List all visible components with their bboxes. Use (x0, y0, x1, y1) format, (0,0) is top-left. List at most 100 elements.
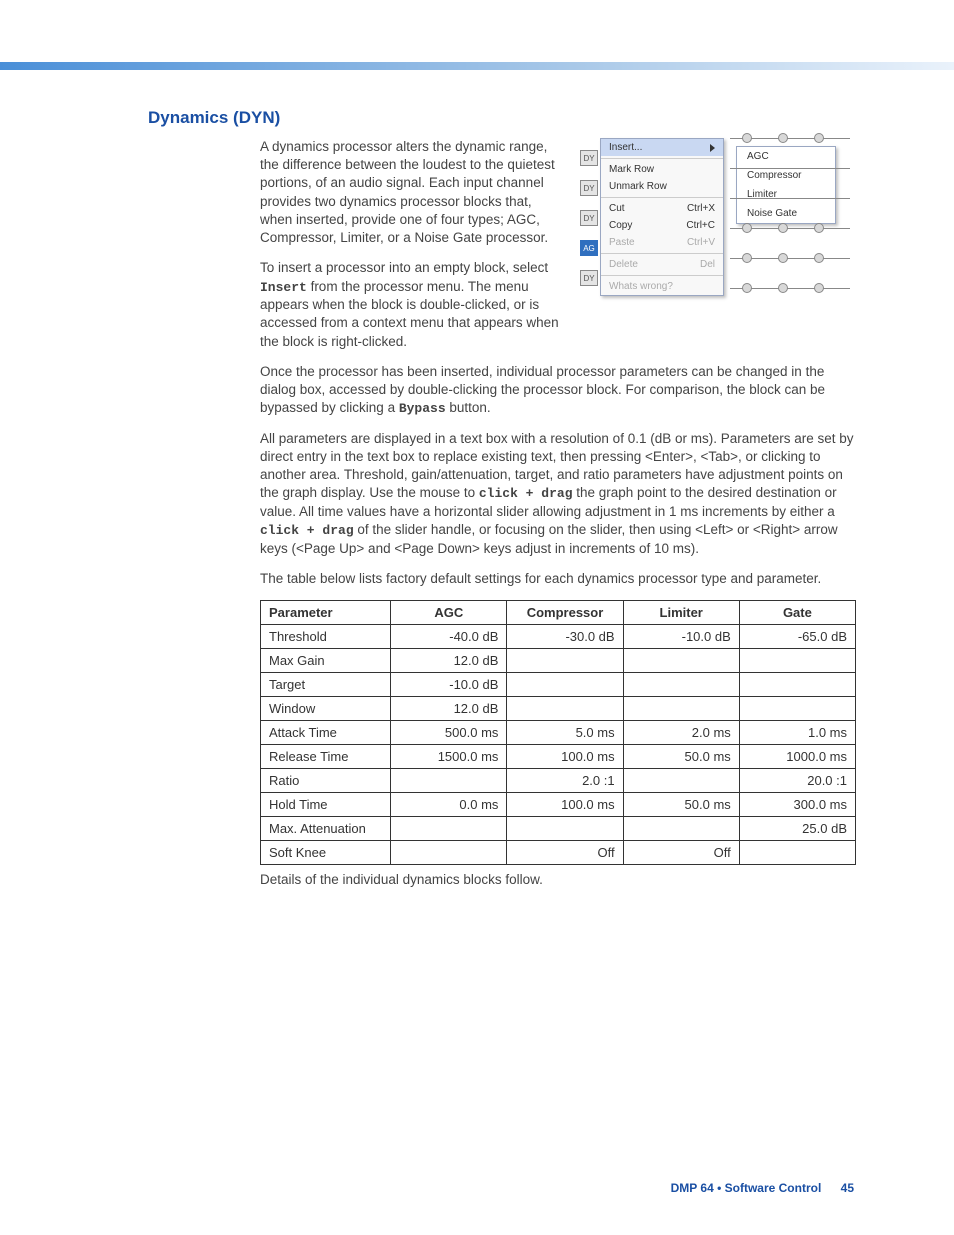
table-header: Limiter (623, 601, 739, 625)
context-menu-item[interactable]: Delete Del (601, 256, 723, 273)
table-cell-param: Max. Attenuation (261, 817, 391, 841)
paragraph-5: The table below lists factory default se… (260, 570, 856, 588)
table-cell-value (507, 817, 623, 841)
context-menu-item[interactable]: Whats wrong? (601, 278, 723, 295)
table-cell-value: -10.0 dB (623, 625, 739, 649)
table-header: AGC (391, 601, 507, 625)
context-menu-item[interactable]: CopyCtrl+C (601, 217, 723, 234)
menu-separator (601, 275, 723, 276)
table-row: Window12.0 dB (261, 697, 856, 721)
signal-connectors (730, 132, 860, 302)
table-cell-value: 1.0 ms (739, 721, 855, 745)
page-footer: DMP 64 • Software Control 45 (671, 1181, 854, 1195)
table-cell-value: -30.0 dB (507, 625, 623, 649)
paragraph-4: All parameters are displayed in a text b… (260, 430, 856, 558)
context-menu-item-label: Paste (609, 237, 635, 248)
table-cell-value (623, 817, 739, 841)
table-cell-param: Soft Knee (261, 841, 391, 865)
click-drag-2: click + drag (260, 523, 354, 538)
table-cell-value: -65.0 dB (739, 625, 855, 649)
table-cell-param: Ratio (261, 769, 391, 793)
body-remainder: Once the processor has been inserted, in… (260, 363, 856, 890)
table-cell-value: Off (507, 841, 623, 865)
table-cell-value (507, 697, 623, 721)
table-cell-value (391, 841, 507, 865)
table-cell-value: -10.0 dB (391, 673, 507, 697)
processor-block: DY (580, 210, 598, 226)
section-heading: Dynamics (DYN) (148, 108, 856, 128)
table-cell-value: 50.0 ms (623, 793, 739, 817)
table-header: Gate (739, 601, 855, 625)
context-menu-shortcut: Ctrl+X (687, 203, 715, 214)
context-menu-item[interactable]: Paste Ctrl+V (601, 234, 723, 251)
table-cell-value: 2.0 :1 (507, 769, 623, 793)
paragraph-6: Details of the individual dynamics block… (260, 871, 856, 889)
context-menu-item-label: Unmark Row (609, 181, 667, 192)
table-cell-value (739, 841, 855, 865)
page-content: Dynamics (DYN) DYDYDYAGDY Insert...Mark … (148, 108, 856, 901)
table-cell-value (739, 649, 855, 673)
table-cell-param: Attack Time (261, 721, 391, 745)
context-menu-item-label: Insert... (609, 142, 642, 153)
table-row: Max Gain12.0 dB (261, 649, 856, 673)
menu-separator (601, 158, 723, 159)
bypass-mono: Bypass (399, 401, 446, 416)
table-cell-value (623, 649, 739, 673)
table-cell-value (623, 769, 739, 793)
context-menu-item[interactable]: Insert... (601, 139, 723, 156)
processor-block: DY (580, 270, 598, 286)
table-cell-value: 1500.0 ms (391, 745, 507, 769)
table-cell-value (507, 649, 623, 673)
context-menu-shortcut: Ctrl+V (687, 237, 715, 248)
context-menu-shortcut: Ctrl+C (686, 220, 715, 231)
table-cell-param: Release Time (261, 745, 391, 769)
context-menu-item-label: Mark Row (609, 164, 654, 175)
processor-block: DY (580, 150, 598, 166)
table-row: Threshold-40.0 dB-30.0 dB-10.0 dB-65.0 d… (261, 625, 856, 649)
table-header: Compressor (507, 601, 623, 625)
table-cell-value: 12.0 dB (391, 697, 507, 721)
intro-body: DYDYDYAGDY Insert...Mark RowUnmark RowCu… (260, 138, 856, 363)
table-cell-value (739, 697, 855, 721)
table-cell-value (623, 697, 739, 721)
submenu-arrow-icon (710, 144, 715, 152)
menu-separator (601, 253, 723, 254)
table-cell-value: 2.0 ms (623, 721, 739, 745)
table-cell-value: 25.0 dB (739, 817, 855, 841)
table-cell-value: Off (623, 841, 739, 865)
table-cell-value: 300.0 ms (739, 793, 855, 817)
table-header: Parameter (261, 601, 391, 625)
table-cell-value: 1000.0 ms (739, 745, 855, 769)
table-cell-value (391, 817, 507, 841)
processor-block: AG (580, 240, 598, 256)
table-cell-value: 100.0 ms (507, 745, 623, 769)
table-cell-param: Threshold (261, 625, 391, 649)
menu-separator (601, 197, 723, 198)
paragraph-intro-2a: To insert a processor into an empty bloc… (260, 260, 548, 275)
context-menu-item[interactable]: Cut Ctrl+X (601, 200, 723, 217)
context-menu-item-label: Whats wrong? (609, 281, 673, 292)
footer-doc: DMP 64 • Software Control (671, 1181, 822, 1195)
table-cell-value: 20.0 :1 (739, 769, 855, 793)
table-cell-value (623, 673, 739, 697)
paragraph-3: Once the processor has been inserted, in… (260, 363, 856, 418)
table-row: Hold Time0.0 ms100.0 ms50.0 ms300.0 ms (261, 793, 856, 817)
context-menu-item[interactable]: Unmark Row (601, 178, 723, 195)
context-menu-item-label: Cut (609, 203, 625, 214)
context-menu-item-label: Delete (609, 259, 638, 270)
context-menu: Insert... Mark Row Unmark Row Cut Ctrl+X Copy… (600, 138, 724, 296)
table-row: Attack Time500.0 ms5.0 ms2.0 ms1.0 ms (261, 721, 856, 745)
table-cell-value: 12.0 dB (391, 649, 507, 673)
table-cell-value: 100.0 ms (507, 793, 623, 817)
table-cell-value: 50.0 ms (623, 745, 739, 769)
defaults-table: ParameterAGCCompressorLimiterGateThresho… (260, 600, 856, 865)
table-cell-value (507, 673, 623, 697)
context-menu-item[interactable]: Mark Row (601, 161, 723, 178)
table-cell-value: 500.0 ms (391, 721, 507, 745)
processor-block-column: DYDYDYAGDY (580, 150, 600, 300)
context-menu-shortcut: Del (700, 259, 715, 270)
top-gradient-bar (0, 62, 954, 70)
paragraph-3b: button. (446, 400, 491, 415)
table-row: Soft Knee OffOff (261, 841, 856, 865)
table-cell-value: -40.0 dB (391, 625, 507, 649)
